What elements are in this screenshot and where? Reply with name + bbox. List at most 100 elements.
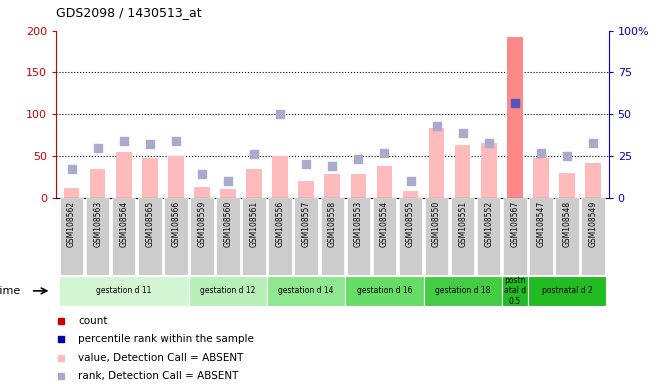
FancyBboxPatch shape <box>528 276 606 306</box>
Bar <box>376 166 392 198</box>
Point <box>92 144 103 151</box>
FancyBboxPatch shape <box>60 198 84 275</box>
Text: GSM108552: GSM108552 <box>484 201 494 247</box>
FancyBboxPatch shape <box>399 198 422 275</box>
Text: percentile rank within the sample: percentile rank within the sample <box>78 334 254 344</box>
Text: GSM108564: GSM108564 <box>119 201 128 247</box>
FancyBboxPatch shape <box>502 276 528 306</box>
Bar <box>246 169 262 198</box>
Text: postn
atal d
0.5: postn atal d 0.5 <box>504 276 526 306</box>
Point <box>431 123 442 129</box>
Bar <box>272 156 288 198</box>
Text: value, Detection Call = ABSENT: value, Detection Call = ABSENT <box>78 353 243 363</box>
Text: gestation d 12: gestation d 12 <box>200 286 256 295</box>
FancyBboxPatch shape <box>138 198 161 275</box>
Text: rank, Detection Call = ABSENT: rank, Detection Call = ABSENT <box>78 371 238 381</box>
Bar <box>324 174 340 198</box>
Bar <box>403 191 418 198</box>
FancyBboxPatch shape <box>581 198 605 275</box>
Point <box>275 111 286 118</box>
Bar <box>429 128 444 198</box>
Text: GSM108558: GSM108558 <box>328 201 337 247</box>
FancyBboxPatch shape <box>345 276 424 306</box>
FancyBboxPatch shape <box>503 198 526 275</box>
Text: GSM108556: GSM108556 <box>276 201 285 247</box>
Text: GSM108562: GSM108562 <box>67 201 76 247</box>
Point <box>484 139 494 146</box>
Bar <box>298 181 314 198</box>
Bar <box>585 163 601 198</box>
Point <box>170 138 181 144</box>
Text: gestation d 16: gestation d 16 <box>357 286 412 295</box>
Point <box>457 129 468 136</box>
Text: count: count <box>78 316 107 326</box>
FancyBboxPatch shape <box>477 198 501 275</box>
Text: GSM108563: GSM108563 <box>93 201 102 247</box>
Text: GSM108549: GSM108549 <box>588 201 597 247</box>
Bar <box>90 169 105 198</box>
Point <box>66 166 77 172</box>
Bar <box>481 144 497 198</box>
Point <box>379 150 390 156</box>
FancyBboxPatch shape <box>425 198 448 275</box>
FancyBboxPatch shape <box>164 198 188 275</box>
Bar <box>559 173 574 198</box>
Text: GSM108548: GSM108548 <box>563 201 571 247</box>
Bar <box>142 158 158 198</box>
Text: GDS2098 / 1430513_at: GDS2098 / 1430513_at <box>56 6 201 19</box>
Bar <box>351 174 367 198</box>
Text: GSM108555: GSM108555 <box>406 201 415 247</box>
FancyBboxPatch shape <box>112 198 136 275</box>
Text: GSM108557: GSM108557 <box>302 201 311 247</box>
FancyBboxPatch shape <box>267 276 345 306</box>
FancyBboxPatch shape <box>190 198 214 275</box>
Bar <box>168 156 184 198</box>
Point <box>509 99 520 106</box>
FancyBboxPatch shape <box>347 198 370 275</box>
FancyBboxPatch shape <box>372 198 396 275</box>
Point <box>353 156 364 162</box>
Text: gestation d 14: gestation d 14 <box>278 286 334 295</box>
FancyBboxPatch shape <box>216 198 240 275</box>
Point <box>118 138 129 144</box>
FancyBboxPatch shape <box>295 198 318 275</box>
FancyBboxPatch shape <box>268 198 292 275</box>
Point <box>197 171 207 177</box>
FancyBboxPatch shape <box>189 276 267 306</box>
Point <box>145 141 155 147</box>
Point <box>249 151 259 157</box>
Point <box>562 153 572 159</box>
Text: GSM108560: GSM108560 <box>224 201 232 247</box>
Text: gestation d 11: gestation d 11 <box>96 286 151 295</box>
Text: GSM108565: GSM108565 <box>145 201 154 247</box>
FancyBboxPatch shape <box>529 198 553 275</box>
Point <box>588 139 598 146</box>
Text: GSM108547: GSM108547 <box>536 201 545 247</box>
Text: gestation d 18: gestation d 18 <box>435 286 490 295</box>
Text: GSM108553: GSM108553 <box>354 201 363 247</box>
Point <box>301 161 311 167</box>
FancyBboxPatch shape <box>320 198 344 275</box>
Text: postnatal d 2: postnatal d 2 <box>542 286 592 295</box>
FancyBboxPatch shape <box>451 198 474 275</box>
Bar <box>507 37 522 198</box>
FancyBboxPatch shape <box>59 276 189 306</box>
Text: GSM108554: GSM108554 <box>380 201 389 247</box>
FancyBboxPatch shape <box>555 198 578 275</box>
FancyBboxPatch shape <box>424 276 502 306</box>
Text: GSM108559: GSM108559 <box>197 201 207 247</box>
Text: GSM108551: GSM108551 <box>458 201 467 247</box>
Text: GSM108566: GSM108566 <box>171 201 180 247</box>
Point <box>536 150 546 156</box>
FancyBboxPatch shape <box>242 198 266 275</box>
Bar <box>533 158 549 198</box>
FancyBboxPatch shape <box>86 198 109 275</box>
Text: GSM108567: GSM108567 <box>511 201 519 247</box>
Bar <box>64 188 80 198</box>
Bar <box>220 189 236 198</box>
Text: GSM108550: GSM108550 <box>432 201 441 247</box>
Bar <box>194 187 210 198</box>
Bar <box>455 145 470 198</box>
Point <box>327 163 338 169</box>
Bar <box>116 152 132 198</box>
